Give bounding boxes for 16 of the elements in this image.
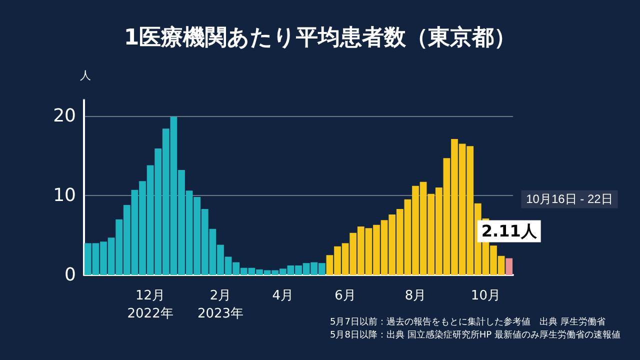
x-tick-label: 8月	[404, 288, 426, 304]
x-tick-label: 12月 2022年	[127, 288, 174, 322]
text: 5月8日以降：出典 国立感染症研究所HP 最新値のみ厚生労働省の速報値	[330, 330, 620, 340]
text: 10月16日 - 22日	[526, 192, 613, 206]
bar	[506, 258, 513, 275]
y-tick-label: 20	[53, 105, 76, 126]
chart-title: 1医療機関あたり平均患者数（東京都）	[124, 24, 516, 50]
text: 5月7日以前：過去の報告をもとに集計した参考値 出典 厚生労働省	[330, 316, 606, 328]
data-label: 2.11人	[481, 222, 538, 241]
x-tick-label: 4月	[272, 288, 294, 304]
y-tick-label: 0	[64, 264, 76, 286]
y-tick-label: 10	[53, 184, 76, 206]
x-tick-label: 6月	[334, 288, 356, 304]
x-tick-label: 10月	[470, 288, 500, 304]
y-axis-title: 人	[80, 69, 91, 82]
x-tick-label: 2月 2023年	[197, 288, 244, 322]
